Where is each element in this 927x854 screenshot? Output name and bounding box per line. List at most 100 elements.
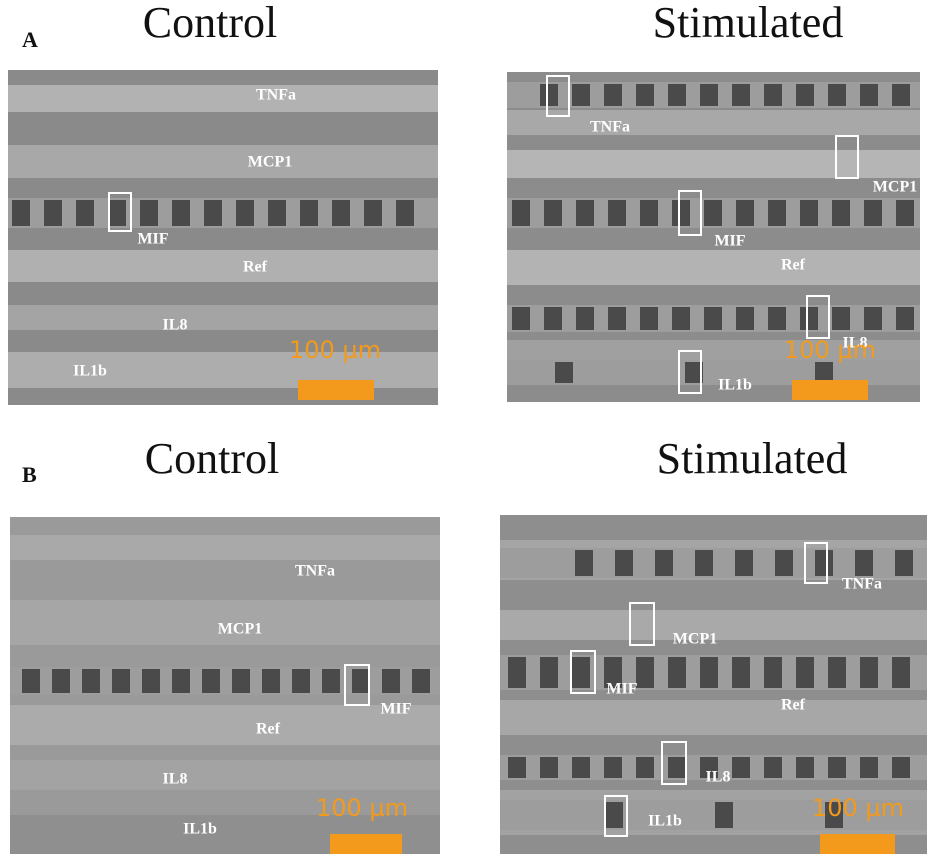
scale-bar — [330, 834, 402, 854]
electrode — [796, 757, 814, 778]
electrode — [236, 200, 254, 226]
scale-label: 100 µm — [812, 794, 904, 822]
electrode-row — [10, 667, 440, 695]
stripe — [10, 760, 440, 790]
electrode — [775, 550, 793, 576]
electrode — [332, 200, 350, 226]
electrode — [640, 200, 658, 226]
electrode — [508, 757, 526, 778]
electrode — [892, 84, 910, 106]
electrode — [864, 200, 882, 226]
electrode — [815, 362, 833, 383]
region-label: MCP1 — [248, 154, 292, 171]
electrode — [575, 550, 593, 576]
region-label: Ref — [256, 721, 281, 738]
electrode — [572, 657, 590, 688]
region-label: IL1b — [73, 363, 107, 380]
electrode — [892, 757, 910, 778]
electrode — [655, 550, 673, 576]
electrode — [605, 802, 623, 828]
electrode — [860, 657, 878, 688]
electrode — [855, 550, 873, 576]
electrode — [608, 200, 626, 226]
electrode — [544, 200, 562, 226]
electrode — [700, 657, 718, 688]
electrode — [82, 669, 100, 693]
electrode — [732, 84, 750, 106]
electrode — [815, 550, 833, 576]
electrode — [732, 657, 750, 688]
electrode — [608, 307, 626, 330]
electrode — [860, 757, 878, 778]
electrode — [615, 550, 633, 576]
panel-title: Stimulated — [653, 0, 844, 47]
electrode — [732, 757, 750, 778]
electrode — [172, 200, 190, 226]
electrode — [512, 307, 530, 330]
region-label: MIF — [380, 701, 411, 718]
electrode — [736, 200, 754, 226]
electrode — [700, 84, 718, 106]
electrode — [636, 84, 654, 106]
electrode — [268, 200, 286, 226]
region-label: MIF — [714, 233, 745, 250]
electrode — [262, 669, 280, 693]
electrode — [764, 84, 782, 106]
electrode — [764, 657, 782, 688]
electrode — [540, 84, 558, 106]
electrode — [204, 200, 222, 226]
electrode — [300, 200, 318, 226]
stripe — [500, 700, 927, 735]
stripe — [8, 145, 438, 178]
region-label: IL1b — [183, 821, 217, 838]
stripe — [8, 85, 438, 112]
electrode — [860, 84, 878, 106]
region-label: IL1b — [718, 377, 752, 394]
region-label: MCP1 — [218, 621, 262, 638]
scale-bar — [820, 834, 895, 854]
electrode — [382, 669, 400, 693]
region-label: MCP1 — [873, 179, 917, 196]
electrode — [76, 200, 94, 226]
electrode — [364, 200, 382, 226]
electrode — [668, 757, 686, 778]
electrode — [828, 757, 846, 778]
electrode — [864, 307, 882, 330]
electrode — [828, 84, 846, 106]
electrode — [555, 362, 573, 383]
electrode — [636, 757, 654, 778]
electrode — [142, 669, 160, 693]
electrode — [695, 550, 713, 576]
electrode — [640, 307, 658, 330]
region-label: Ref — [781, 697, 806, 714]
electrode — [576, 307, 594, 330]
electrode — [800, 200, 818, 226]
panel-title: Control — [143, 0, 277, 47]
electrode — [668, 84, 686, 106]
scale-bar — [298, 380, 374, 400]
region-label: IL8 — [163, 317, 188, 334]
electrode — [12, 200, 30, 226]
electrode — [768, 200, 786, 226]
region-label: IL8 — [163, 771, 188, 788]
electrode — [832, 200, 850, 226]
stripe — [10, 705, 440, 745]
panel-title: Control — [145, 434, 279, 483]
region-label: TNFa — [295, 563, 335, 580]
electrode — [540, 657, 558, 688]
region-label: IL8 — [706, 769, 731, 786]
electrode — [112, 669, 130, 693]
electrode — [892, 657, 910, 688]
electrode — [572, 757, 590, 778]
electrode — [396, 200, 414, 226]
region-label: MCP1 — [673, 631, 717, 648]
electrode — [140, 200, 158, 226]
region-label: Ref — [781, 257, 806, 274]
figure: AControlTNFaMCP1MIFRefIL8IL1b100 µmStimu… — [0, 0, 927, 854]
electrode — [44, 200, 62, 226]
electrode — [232, 669, 250, 693]
electrode — [896, 200, 914, 226]
electrode — [544, 307, 562, 330]
